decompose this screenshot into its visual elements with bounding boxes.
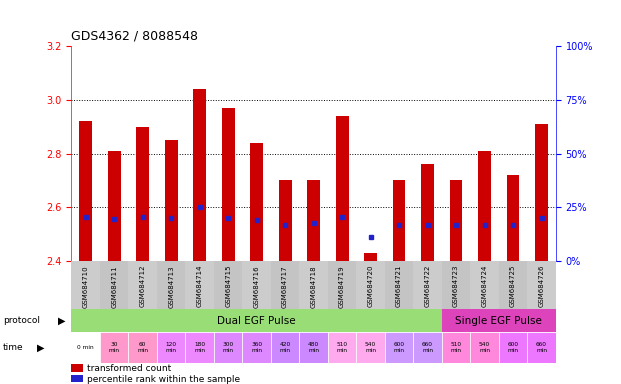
Bar xyxy=(271,332,299,363)
Text: 600
min: 600 min xyxy=(394,342,405,353)
Text: GSM684714: GSM684714 xyxy=(197,265,202,308)
Bar xyxy=(450,180,463,261)
Bar xyxy=(527,261,556,309)
Bar xyxy=(385,332,414,363)
Bar xyxy=(307,180,320,261)
Bar xyxy=(157,332,186,363)
Bar xyxy=(250,143,263,261)
Bar xyxy=(421,164,434,261)
Bar xyxy=(527,332,556,363)
Bar xyxy=(414,261,442,309)
Bar xyxy=(136,127,149,261)
Bar xyxy=(71,261,100,309)
Text: GSM684718: GSM684718 xyxy=(310,265,317,308)
Bar xyxy=(356,261,385,309)
Text: 660
min: 660 min xyxy=(422,342,433,353)
Text: GSM684710: GSM684710 xyxy=(83,265,89,308)
Bar xyxy=(157,261,186,309)
Bar xyxy=(299,332,328,363)
Text: 360
min: 360 min xyxy=(251,342,262,353)
Bar xyxy=(165,140,178,261)
Bar xyxy=(242,332,271,363)
Bar xyxy=(100,261,129,309)
Bar xyxy=(499,332,527,363)
Text: 510
min: 510 min xyxy=(337,342,348,353)
Text: percentile rank within the sample: percentile rank within the sample xyxy=(87,375,240,384)
Text: 660
min: 660 min xyxy=(536,342,547,353)
Bar xyxy=(356,332,385,363)
Text: 60
min: 60 min xyxy=(137,342,148,353)
Bar xyxy=(299,261,328,309)
Bar xyxy=(222,108,235,261)
Bar xyxy=(186,332,214,363)
Bar xyxy=(442,332,470,363)
Bar xyxy=(470,261,499,309)
Bar xyxy=(193,89,206,261)
Bar xyxy=(129,261,157,309)
Bar xyxy=(79,121,92,261)
Text: GSM684720: GSM684720 xyxy=(368,265,374,308)
Text: ▶: ▶ xyxy=(37,343,45,353)
Text: GSM684721: GSM684721 xyxy=(396,265,402,308)
Bar xyxy=(71,332,100,363)
Bar xyxy=(214,332,242,363)
Text: 300
min: 300 min xyxy=(222,342,233,353)
Bar xyxy=(478,151,491,261)
Bar xyxy=(100,332,129,363)
Bar xyxy=(129,332,157,363)
Bar xyxy=(71,309,442,332)
Text: 540
min: 540 min xyxy=(365,342,376,353)
Text: GSM684722: GSM684722 xyxy=(425,265,430,307)
Text: GSM684712: GSM684712 xyxy=(140,265,146,308)
Text: 600
min: 600 min xyxy=(507,342,519,353)
Text: GSM684723: GSM684723 xyxy=(453,265,459,308)
Text: 510
min: 510 min xyxy=(450,342,461,353)
Bar xyxy=(71,375,83,382)
Bar xyxy=(385,261,414,309)
Bar xyxy=(507,175,519,261)
Text: GSM684716: GSM684716 xyxy=(253,265,260,308)
Text: Single EGF Pulse: Single EGF Pulse xyxy=(455,316,542,326)
Bar xyxy=(242,261,271,309)
Bar xyxy=(328,261,356,309)
Bar xyxy=(279,180,291,261)
Text: GSM684724: GSM684724 xyxy=(481,265,487,307)
Bar xyxy=(392,180,406,261)
Text: 120
min: 120 min xyxy=(166,342,177,353)
Bar xyxy=(186,261,214,309)
Text: GSM684717: GSM684717 xyxy=(282,265,288,308)
Bar xyxy=(499,261,527,309)
Text: GSM684719: GSM684719 xyxy=(339,265,345,308)
Bar xyxy=(364,253,377,261)
Bar xyxy=(328,332,356,363)
Text: GSM684713: GSM684713 xyxy=(168,265,174,308)
Bar xyxy=(108,151,120,261)
Text: time: time xyxy=(3,343,24,352)
Bar xyxy=(470,332,499,363)
Text: 480
min: 480 min xyxy=(308,342,319,353)
Bar xyxy=(535,124,548,261)
Text: 0 min: 0 min xyxy=(78,345,94,350)
Text: 540
min: 540 min xyxy=(479,342,490,353)
Bar xyxy=(442,261,470,309)
Bar xyxy=(442,309,556,332)
Text: GSM684711: GSM684711 xyxy=(111,265,117,308)
Text: ▶: ▶ xyxy=(58,316,65,326)
Text: GSM684725: GSM684725 xyxy=(510,265,516,307)
Text: 420
min: 420 min xyxy=(279,342,291,353)
Bar xyxy=(214,261,242,309)
Bar xyxy=(71,364,83,372)
Bar xyxy=(414,332,442,363)
Text: 180
min: 180 min xyxy=(194,342,205,353)
Bar xyxy=(271,261,299,309)
Text: GSM684715: GSM684715 xyxy=(225,265,231,308)
Text: Dual EGF Pulse: Dual EGF Pulse xyxy=(217,316,296,326)
Text: transformed count: transformed count xyxy=(87,364,171,373)
Text: protocol: protocol xyxy=(3,316,40,325)
Text: GDS4362 / 8088548: GDS4362 / 8088548 xyxy=(71,29,199,42)
Text: GSM684726: GSM684726 xyxy=(538,265,545,308)
Bar xyxy=(336,116,348,261)
Text: 30
min: 30 min xyxy=(109,342,120,353)
